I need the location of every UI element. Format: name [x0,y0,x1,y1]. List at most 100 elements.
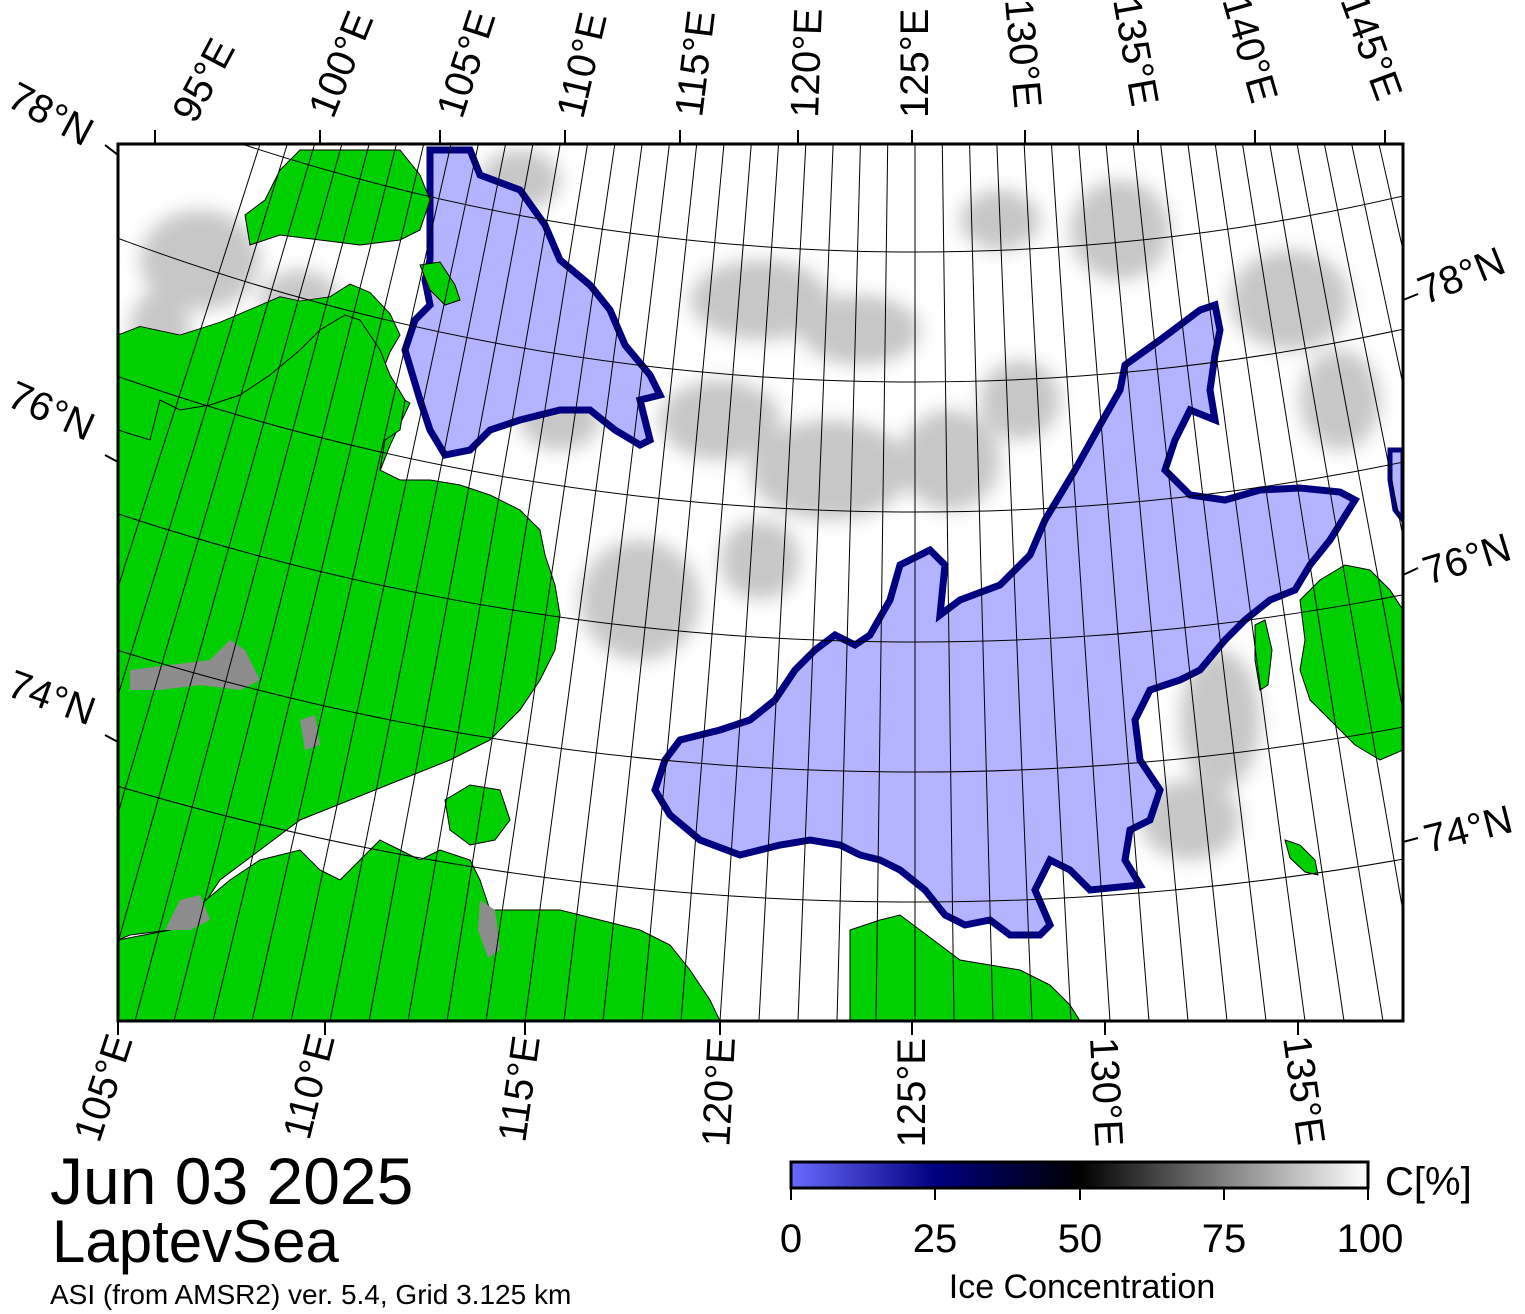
meridian-line [118,144,288,698]
top-lon-label: 95°E [164,32,244,130]
left-latitude-labels: 78°N 76°N 74°N [1,74,101,734]
tick-mark [1402,567,1419,576]
meridian-line [329,144,507,1021]
meridian-line [134,144,370,1021]
right-lat-label: 74°N [1420,797,1517,861]
land-taymyr-peninsula [118,314,561,941]
meridian-line [797,144,834,1021]
colorbar-tick-label: 0 [780,1217,802,1261]
tick-mark [1402,837,1419,843]
bottom-lon-label: 105°E [66,1029,142,1147]
top-longitude-labels: 95°E 100°E 105°E 110°E 115°E 120°E 125°E… [164,0,1410,129]
bottom-lon-label: 110°E [275,1030,343,1144]
meridian-line [1296,144,1403,714]
colorbar-ticks [790,1188,1369,1200]
meridian-line [1214,144,1345,1021]
top-lon-label: 120°E [783,7,831,118]
land-small-islet [419,261,461,306]
bottom-longitude-labels: 105°E 110°E 115°E 120°E 125°E 130°E 135°… [66,1029,1333,1148]
meridian-line [446,144,589,1021]
meridian-line [836,144,861,1021]
meridian-line [875,144,889,1021]
glacier-taymyr-1 [130,640,260,690]
source-note: ASI (from AMSR2) ver. 5.4, Grid 3.125 km [50,1279,572,1310]
meridian-line [758,144,807,1021]
right-latitude-labels: 78°N 76°N 74°N [1412,239,1517,862]
meridian-line [251,144,452,1021]
right-lat-label: 76°N [1418,525,1516,593]
meridian-line [602,144,698,1021]
top-lon-label: 115°E [667,8,724,119]
land-belkovsky-island [1284,839,1319,876]
land-island-small [444,784,511,846]
meridian-line [1050,144,1111,1021]
meridian-line [407,144,561,1021]
map-frame [116,142,1405,1023]
colorbar-title: Ice Concentration [949,1268,1216,1306]
bottom-lon-label: 130°E [1081,1036,1131,1148]
glacier-coast-2 [478,900,500,958]
land-kotelny-island [1299,564,1403,761]
open-water-central-polynya [651,300,1360,939]
top-lon-label: 140°E [1213,0,1285,108]
meridian-line [1105,144,1189,1021]
tick-mark [104,734,119,743]
meridian-line [118,144,343,945]
top-lon-label: 130°E [996,0,1049,110]
colorbar-tick-label: 25 [913,1217,958,1261]
colorbar-unit-label: C[%] [1385,1160,1472,1204]
graticule-lines [118,144,1403,1021]
bottom-lon-label: 135°E [1274,1033,1333,1147]
meridian-line [1132,144,1228,1021]
land-severnaya-zemlya-north [244,149,431,246]
bottom-lon-label: 115°E [491,1033,549,1145]
meridian-line [996,144,1033,1021]
colorbar-tick-label: 75 [1202,1217,1247,1261]
glacier-coast-1 [165,895,210,930]
meridian-line [941,144,955,1021]
bottom-lon-label: 120°E [694,1036,744,1148]
top-lon-label: 145°E [1332,0,1411,106]
colorbar: 0 25 50 75 100 C[%] Ice Concentration [780,1160,1472,1306]
top-lon-label: 110°E [549,8,616,122]
bottom-lon-label: 125°E [890,1038,934,1147]
colorbar-tick-label: 100 [1337,1217,1404,1261]
left-lat-label: 78°N [1,74,101,155]
colorbar-bar [789,1160,1370,1190]
meridian-line [368,144,534,1021]
top-lon-label: 100°E [301,5,383,123]
meridian-line [1078,144,1150,1021]
tick-mark [104,454,119,463]
meridian-line [290,144,479,1021]
meridian-line [173,144,397,1021]
meridian-line [1269,144,1403,915]
meridian-line [969,144,994,1021]
top-lon-label: 135°E [1104,0,1166,109]
region-title: LaptevSea [52,1208,339,1275]
meridian-line [485,144,616,1021]
meridian-line [719,144,780,1021]
left-lat-label: 74°N [2,662,101,734]
meridian-line [524,144,643,1021]
right-lat-label: 78°N [1412,239,1511,313]
axis-ticks [104,130,1419,1035]
land-lena-delta [849,914,1081,1021]
meridian-line [1241,144,1384,1021]
meridian-line [563,144,670,1021]
meridian-line [1187,144,1306,1021]
top-lon-label: 105°E [429,5,505,123]
top-lon-label: 125°E [893,9,937,118]
date-title: Jun 03 2025 [50,1144,414,1218]
meridian-line [680,144,752,1021]
land-stolbovoy-island [1254,619,1273,691]
meridian-line [1023,144,1072,1021]
tick-mark [104,144,119,156]
meridian-line [212,144,425,1021]
meridian-line [641,144,725,1021]
land-ice-layer [130,640,500,958]
meridian-line [118,144,316,816]
tick-mark [1402,293,1419,301]
colorbar-tick-label: 50 [1058,1217,1103,1261]
left-lat-label: 76°N [1,373,101,450]
